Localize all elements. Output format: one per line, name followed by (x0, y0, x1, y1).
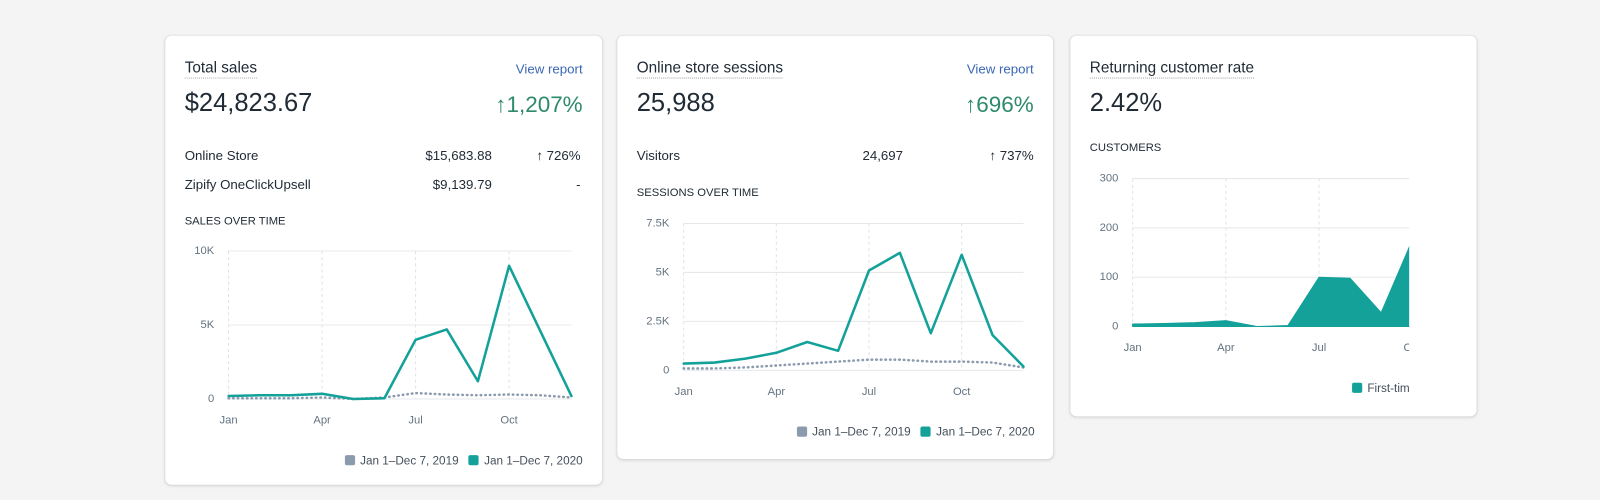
view-report-link[interactable]: View report (966, 61, 1034, 77)
legend-swatch (468, 455, 480, 466)
metric-change: ↑696% (965, 91, 1034, 118)
legend-item: Jan 1–Dec 7, 2019 (344, 455, 459, 468)
y-tick-label: 0 (208, 393, 214, 405)
x-tick-label: Jul (1312, 342, 1326, 354)
x-tick-label: Apr (768, 386, 786, 398)
y-tick-label: 7.5K (646, 217, 670, 229)
y-tick-label: 0 (1112, 320, 1118, 332)
legend-label: Jan 1–Dec 7, 2019 (812, 426, 911, 439)
row-label: Zipify OneClickUpsell (184, 176, 311, 192)
y-tick-label: 0 (663, 364, 669, 376)
chart-label: SALES OVER TIME (184, 215, 286, 228)
x-tick-label: Jan (675, 386, 693, 398)
x-tick-label: Jan (1124, 342, 1142, 354)
legend-swatch (796, 426, 808, 437)
legend-item: Jan 1–Dec 7, 2020 (468, 455, 583, 468)
x-tick-label: Jul (862, 386, 876, 398)
row-amount: $9,139.79 (432, 176, 492, 192)
legend-item: Jan 1–Dec 7, 2020 (920, 426, 1035, 439)
line-series (682, 251, 1025, 368)
row-change: ↑ 726% (536, 147, 581, 164)
legend: Jan 1–Dec 7, 2019 Jan 1–Dec 7, 2020 (796, 426, 1035, 439)
x-tick-label: Jul (408, 414, 422, 426)
row-change: - (576, 176, 581, 192)
legend-item: Jan 1–Dec 7, 2019 (796, 426, 911, 439)
y-tick-label: 5K (656, 266, 670, 278)
x-tick-label: Apr (1217, 342, 1235, 354)
chart: 0 100 200 300 Jan Apr Jul Oct (1100, 173, 1410, 354)
y-tick-label: 300 (1100, 173, 1119, 185)
y-tick-label: 100 (1100, 271, 1119, 283)
line-series (682, 358, 1025, 370)
y-tick-label: 5K (201, 319, 215, 331)
legend-swatch (344, 455, 356, 466)
row-label: Visitors (636, 147, 680, 164)
metric-change: ↑1,207% (495, 91, 583, 118)
legend: First-time (1352, 382, 1410, 395)
x-tick-label: Jan (220, 414, 238, 426)
chart: 0 2.5K 5K 7.5K Jan Apr Jul Oct (646, 217, 1025, 398)
line-series (227, 391, 573, 401)
line-series (227, 264, 573, 401)
card: Returning customer rate 2.42% CUSTOMERS 0 10… (1070, 35, 1477, 417)
metric-value: $24,823.67 (184, 88, 313, 118)
chart: 0 5K 10K Jan Apr Jul Oct (194, 245, 573, 426)
y-tick-label: 10K (194, 245, 214, 257)
legend: Jan 1–Dec 7, 2019 Jan 1–Dec 7, 2020 (344, 455, 583, 468)
card-title: Returning customer rate (1089, 59, 1254, 79)
legend-label: First-time (1367, 382, 1410, 395)
legend-label: Jan 1–Dec 7, 2020 (484, 455, 583, 468)
row-label: Online Store (184, 147, 259, 164)
x-tick-label: Oct (500, 414, 518, 426)
x-tick-label: Oct (953, 386, 971, 398)
metric-value: 25,988 (636, 88, 715, 118)
legend-swatch (920, 426, 932, 437)
legend-label: Jan 1–Dec 7, 2019 (360, 455, 459, 468)
y-tick-label: 2.5K (646, 315, 670, 327)
legend-item: First-time (1352, 382, 1410, 395)
card: Online store sessions View report 25,988 ↑6… (617, 35, 1054, 460)
chart-label: SESSIONS OVER TIME (636, 186, 759, 199)
card-title: Total sales (184, 59, 258, 79)
y-tick-label: 200 (1100, 222, 1119, 234)
view-report-link[interactable]: View report (515, 61, 583, 77)
metric-value: 2.42% (1089, 88, 1163, 118)
x-tick-label: Oct (1404, 342, 1410, 354)
chart-label: CUSTOMERS (1089, 141, 1162, 155)
x-tick-label: Apr (313, 414, 331, 426)
row-amount: 24,697 (862, 147, 904, 164)
card: Total sales View report $24,823.67 ↑1,207% O… (165, 35, 603, 485)
card-title: Online store sessions (636, 59, 784, 79)
legend-swatch (1352, 382, 1363, 393)
legend-label: Jan 1–Dec 7, 2020 (936, 426, 1035, 439)
area-series (1132, 246, 1410, 328)
row-change: ↑ 737% (989, 147, 1034, 164)
row-amount: $15,683.88 (425, 147, 492, 164)
